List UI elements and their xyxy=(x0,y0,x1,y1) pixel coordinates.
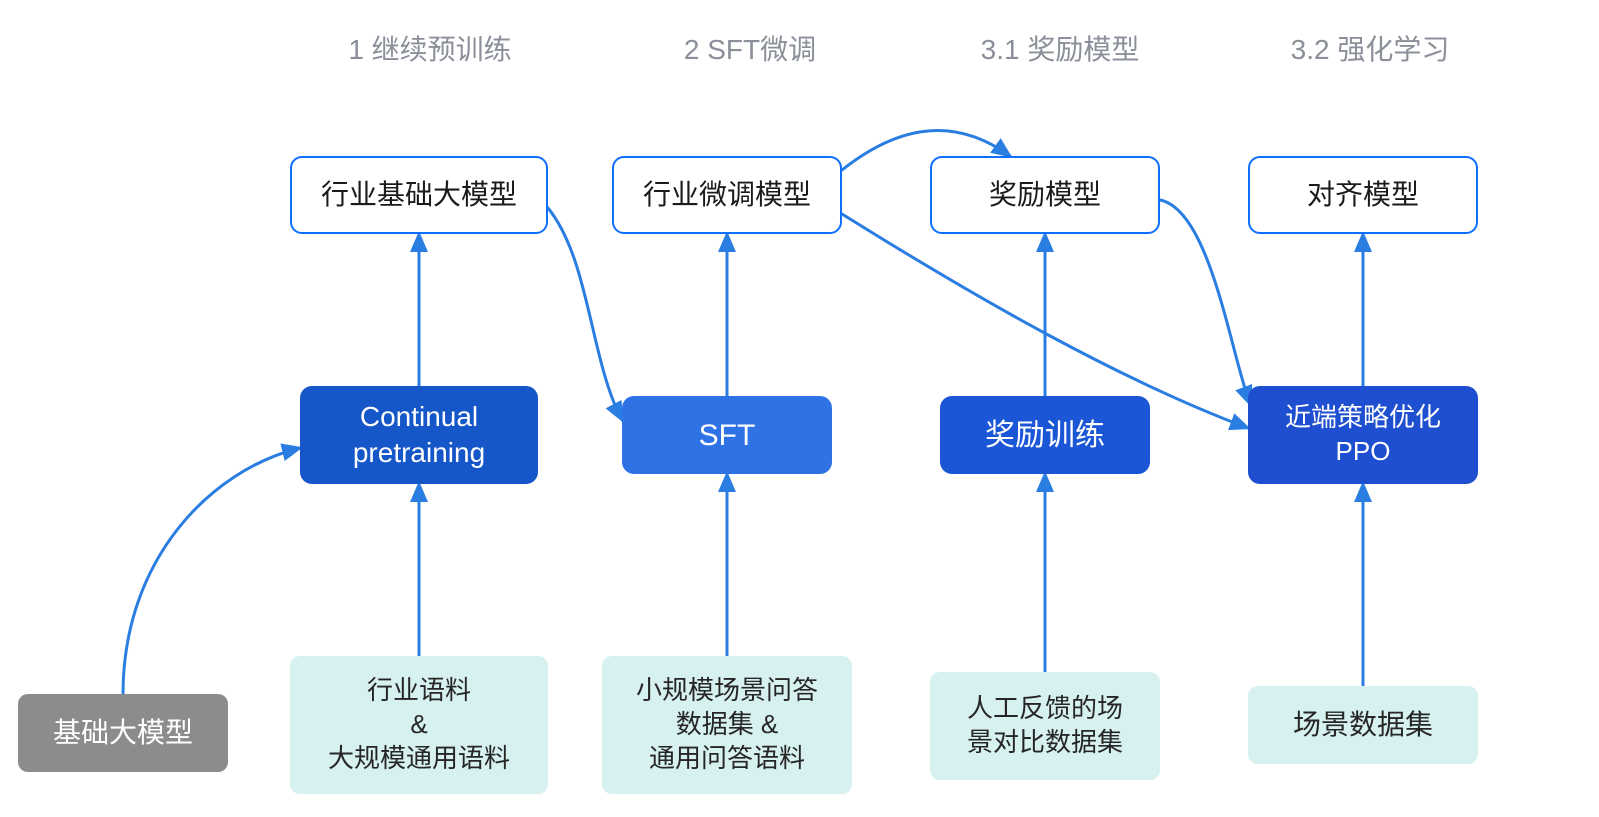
node-d2: 小规模场景问答 数据集 & 通用问答语料 xyxy=(602,656,852,794)
stage-header-h4: 3.2 强化学习 xyxy=(1260,28,1480,68)
stage-header-h1: 1 继续预训练 xyxy=(310,28,550,68)
node-out4: 对齐模型 xyxy=(1248,156,1478,234)
node-d4: 场景数据集 xyxy=(1248,686,1478,764)
edge-e_o3_p4 xyxy=(1160,200,1250,404)
node-d1: 行业语料 & 大规模通用语料 xyxy=(290,656,548,794)
node-out2: 行业微调模型 xyxy=(612,156,842,234)
node-out1: 行业基础大模型 xyxy=(290,156,548,234)
edge-e_base_p1 xyxy=(123,448,300,694)
stage-header-h2: 2 SFT微调 xyxy=(650,28,850,68)
stage-header-h3: 3.1 奖励模型 xyxy=(950,28,1170,68)
node-base: 基础大模型 xyxy=(18,694,228,772)
node-p1: Continual pretraining xyxy=(300,386,538,484)
node-d3: 人工反馈的场 景对比数据集 xyxy=(930,672,1160,780)
node-out3: 奖励模型 xyxy=(930,156,1160,234)
node-p3: 奖励训练 xyxy=(940,396,1150,474)
edge-e_o1_p2 xyxy=(548,208,622,420)
node-p4: 近端策略优化 PPO xyxy=(1248,386,1478,484)
node-p2: SFT xyxy=(622,396,832,474)
